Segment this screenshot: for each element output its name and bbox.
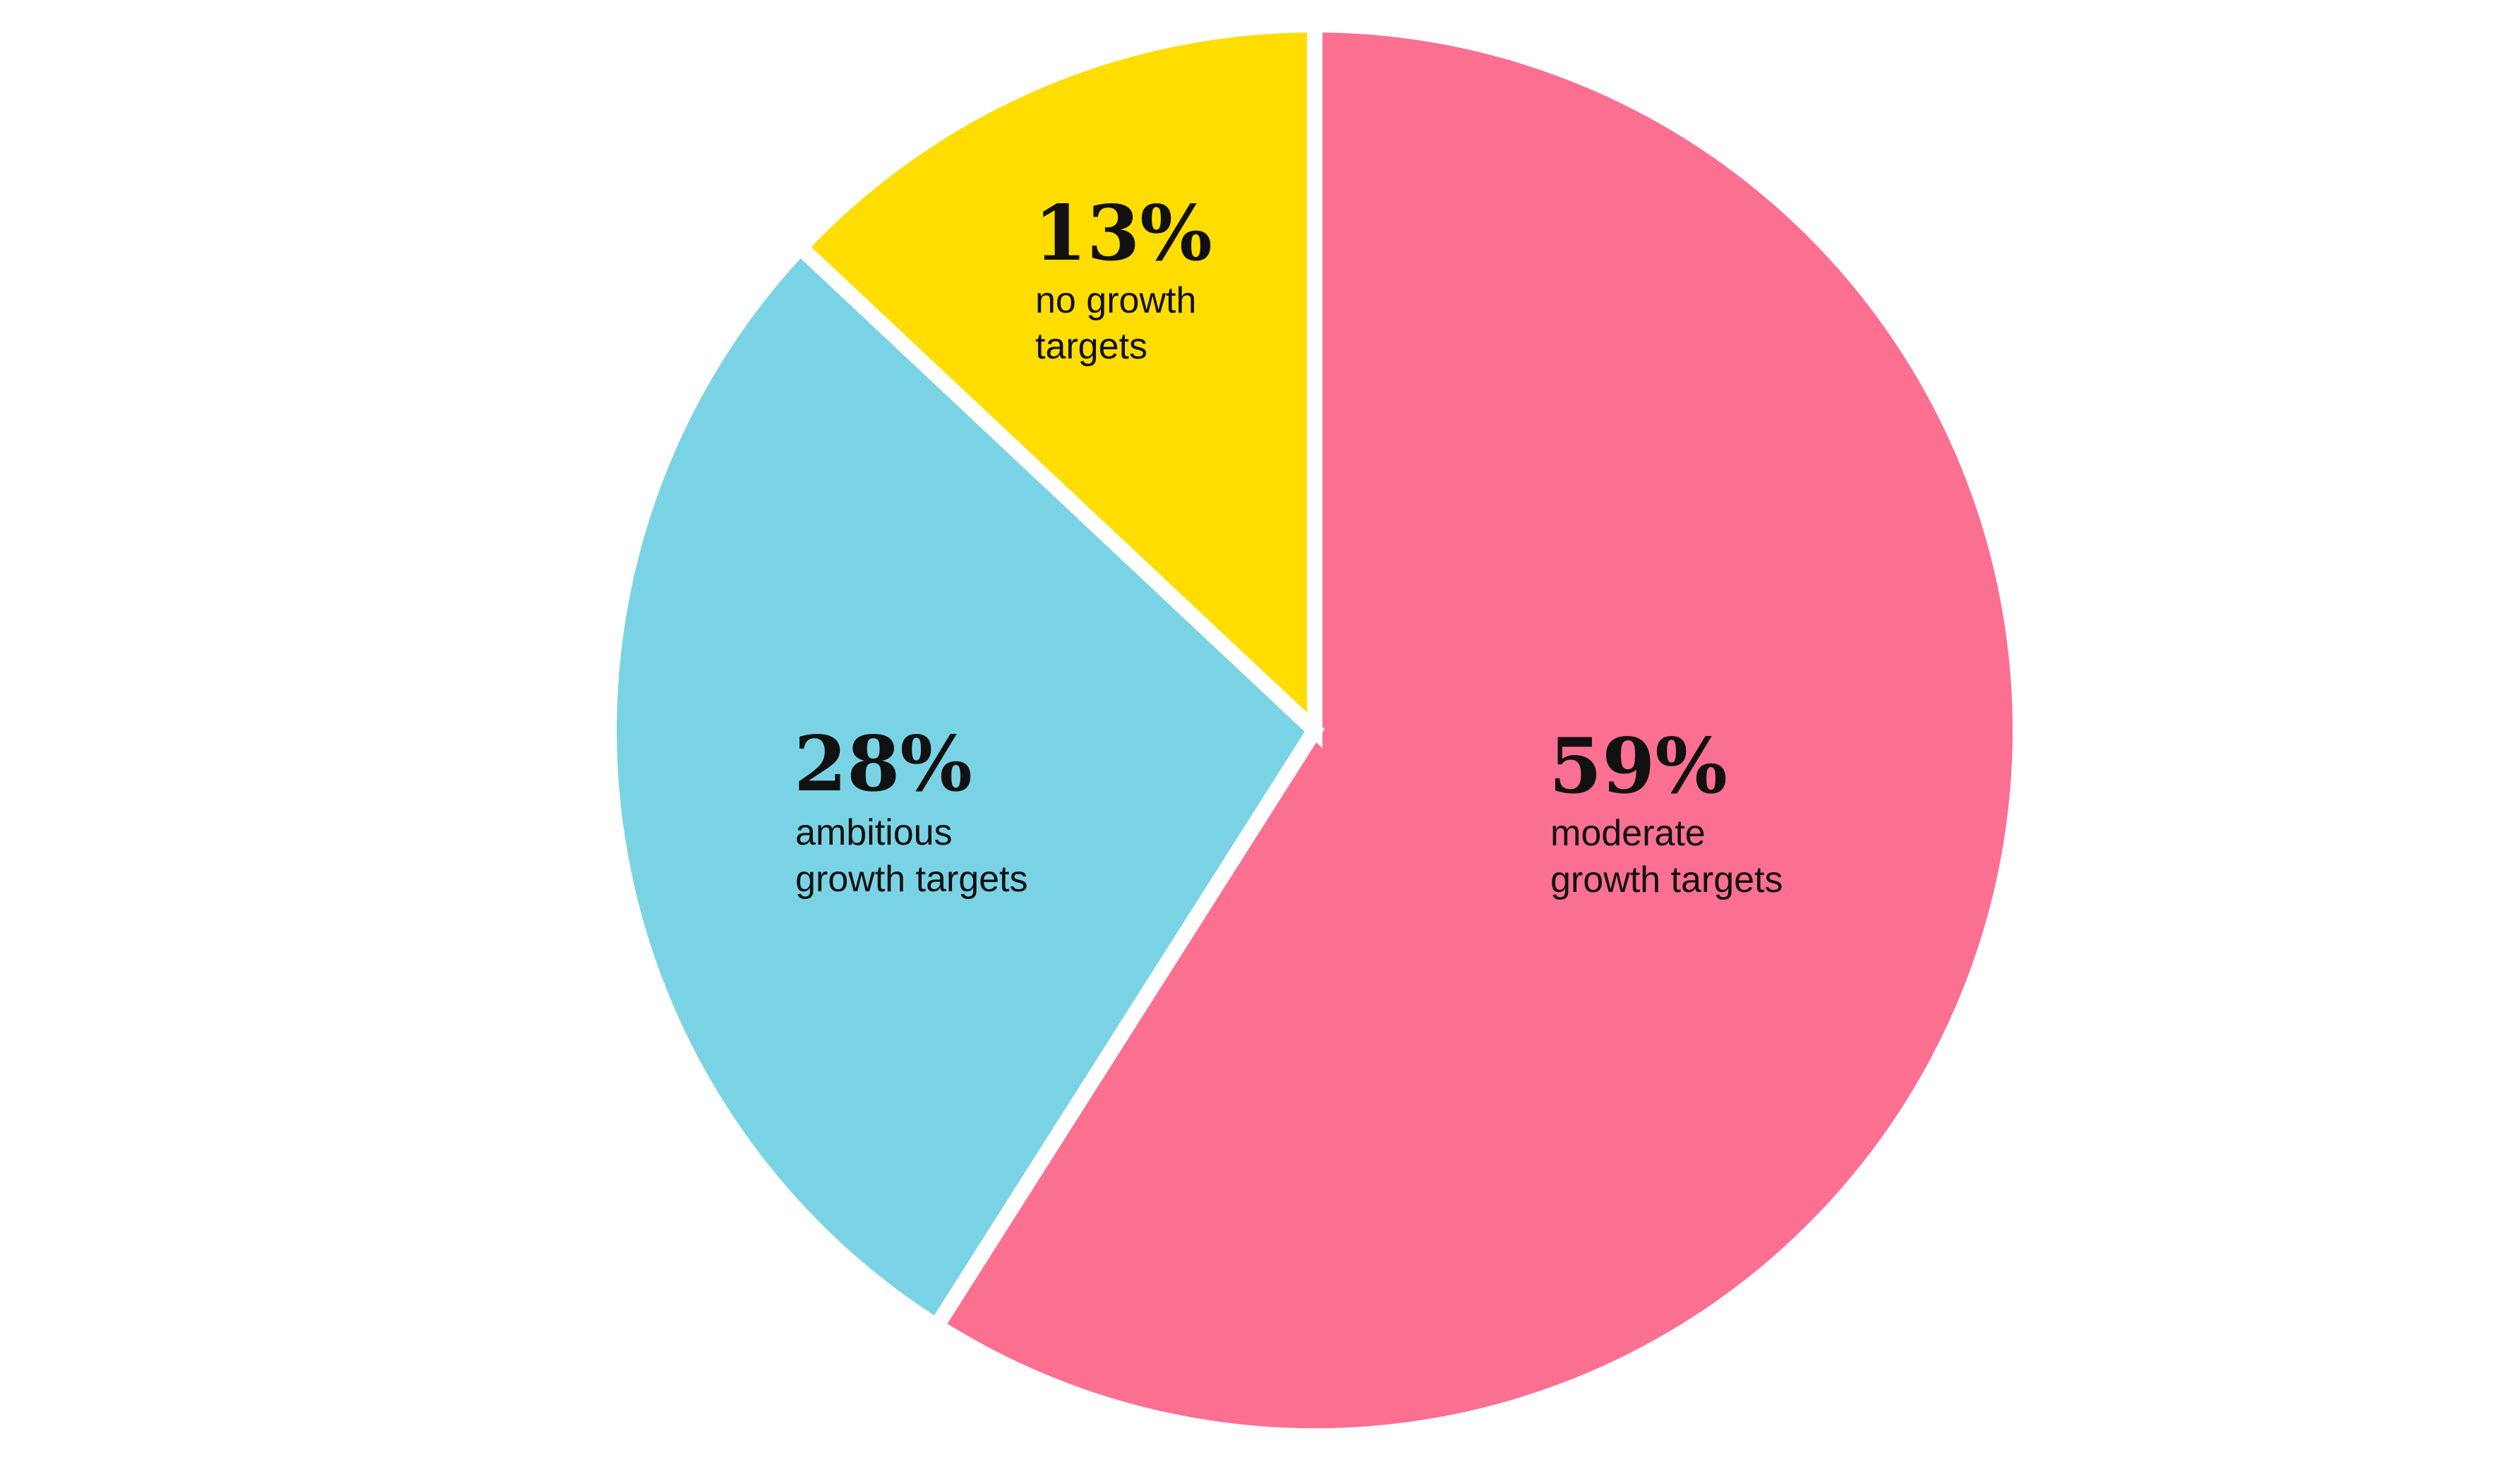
- pie-slice-none: [789, 16, 1322, 749]
- slice-label-moderate: 59% moderate growth targets: [1549, 722, 1783, 900]
- slice-description-none-line1: no growth: [1035, 280, 1196, 321]
- pie-slice-moderate: [925, 16, 2028, 1444]
- slice-percent-moderate: 59%: [1549, 722, 1728, 811]
- slice-description-moderate-line1: moderate: [1550, 813, 1706, 854]
- slice-description-ambitious-line1: ambitious: [795, 812, 953, 853]
- slice-percent-none: 13%: [1034, 189, 1212, 278]
- slice-description-moderate-line2: growth targets: [1550, 859, 1783, 900]
- pie-slices: [601, 16, 2028, 1444]
- slice-label-none: 13% no growth targets: [1034, 189, 1212, 367]
- slice-label-ambitious: 28% ambitious growth targets: [794, 720, 1028, 900]
- pie-slice-ambitious: [601, 236, 1325, 1337]
- slice-description-ambitious-line2: growth targets: [795, 859, 1028, 900]
- pie-labels: 59% moderate growth targets 28% ambitiou…: [794, 189, 1783, 900]
- slice-description-none-line2: targets: [1035, 326, 1147, 367]
- slice-percent-ambitious: 28%: [794, 720, 972, 809]
